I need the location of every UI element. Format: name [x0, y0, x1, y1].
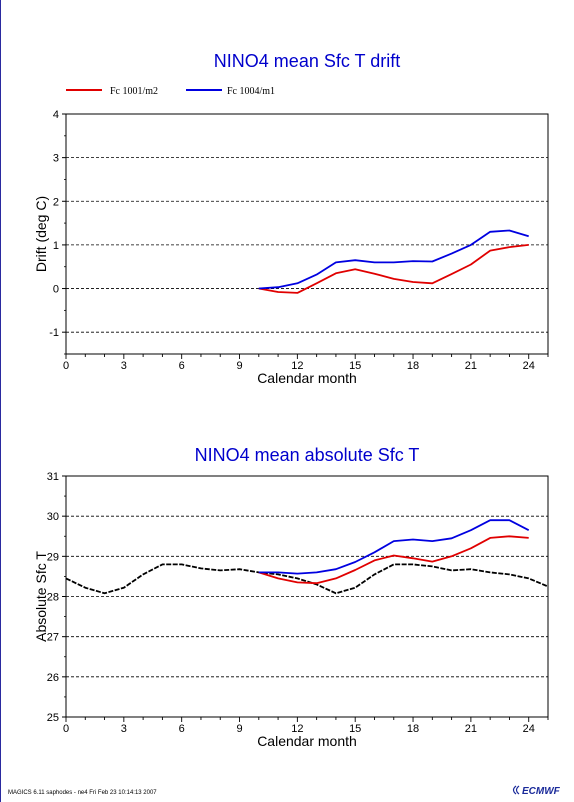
y-tick-label: 27: [47, 632, 59, 644]
y-tick-label: 0: [53, 284, 59, 296]
x-tick-label: 3: [121, 723, 127, 735]
chart-2: [62, 475, 549, 722]
plot-frame: [65, 475, 549, 718]
series-line: [258, 535, 529, 585]
x-tick-label: 9: [236, 723, 242, 735]
ecmwf-logo: ECMWF: [512, 785, 561, 797]
y-tick-label: 26: [47, 672, 59, 684]
series-line: [258, 229, 529, 290]
y-tick-label: 29: [47, 551, 59, 563]
y-tick-label: 2: [53, 196, 59, 208]
x-tick-label: 15: [349, 723, 361, 735]
y-tick-label: 25: [47, 712, 59, 724]
chart-title: NINO4 mean Sfc T drift: [214, 51, 400, 71]
x-tick-label: 24: [523, 360, 535, 372]
logo-swirl-icon: [512, 785, 520, 795]
plot-frame: [65, 113, 549, 355]
x-tick-label: 9: [236, 360, 242, 372]
x-tick-label: 18: [407, 723, 419, 735]
chart-title: NINO4 mean absolute Sfc T: [195, 445, 420, 465]
y-tick-label: -1: [49, 327, 59, 339]
x-tick-label: 6: [179, 723, 185, 735]
y-axis-label: Drift (deg C): [33, 196, 49, 272]
y-tick-label: 3: [53, 153, 59, 165]
x-tick-label: 18: [407, 360, 419, 372]
y-axis-label: Absolute Sfc T: [33, 551, 49, 642]
series-line: [65, 563, 549, 595]
x-tick-label: 6: [179, 360, 185, 372]
chart-1: [62, 89, 549, 359]
x-axis-label: Calendar month: [257, 370, 357, 386]
y-tick-label: 28: [47, 592, 59, 604]
x-tick-label: 3: [121, 360, 127, 372]
legend-label: Fc 1004/m1: [227, 86, 275, 97]
logo-text: ECMWF: [522, 786, 561, 797]
series-line: [258, 244, 529, 294]
y-tick-label: 30: [47, 511, 59, 523]
y-tick-label: 4: [53, 109, 59, 121]
y-tick-label: 1: [53, 240, 59, 252]
x-tick-label: 0: [63, 723, 69, 735]
legend-label: Fc 1001/m2: [110, 86, 158, 97]
x-tick-label: 21: [465, 360, 477, 372]
footer-text: MAGICS 6.11 saphodes - ne4 Fri Feb 23 10…: [8, 790, 157, 796]
x-tick-label: 15: [349, 360, 361, 372]
x-tick-label: 12: [291, 360, 303, 372]
series-line: [258, 519, 530, 575]
x-axis-label: Calendar month: [257, 733, 357, 749]
y-tick-label: 31: [47, 471, 59, 483]
x-tick-label: 21: [465, 723, 477, 735]
x-tick-label: 12: [291, 723, 303, 735]
x-tick-label: 24: [523, 723, 535, 735]
x-tick-label: 0: [63, 360, 69, 372]
